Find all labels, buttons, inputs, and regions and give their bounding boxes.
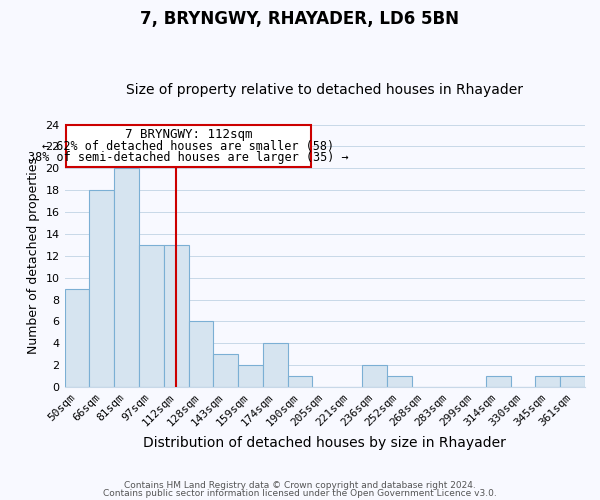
Text: ← 62% of detached houses are smaller (58): ← 62% of detached houses are smaller (58…	[43, 140, 335, 153]
Bar	[89, 190, 114, 387]
Text: 7 BRYNGWY: 112sqm: 7 BRYNGWY: 112sqm	[125, 128, 252, 141]
Bar	[535, 376, 560, 387]
Bar	[213, 354, 238, 387]
Bar	[164, 245, 188, 387]
FancyBboxPatch shape	[66, 124, 311, 167]
Bar	[139, 245, 164, 387]
Bar	[188, 322, 213, 387]
Bar	[65, 288, 89, 387]
Text: 38% of semi-detached houses are larger (35) →: 38% of semi-detached houses are larger (…	[28, 151, 349, 164]
Bar	[486, 376, 511, 387]
Text: 7, BRYNGWY, RHAYADER, LD6 5BN: 7, BRYNGWY, RHAYADER, LD6 5BN	[140, 10, 460, 28]
Title: Size of property relative to detached houses in Rhayader: Size of property relative to detached ho…	[126, 83, 523, 97]
X-axis label: Distribution of detached houses by size in Rhayader: Distribution of detached houses by size …	[143, 436, 506, 450]
Bar	[238, 365, 263, 387]
Bar	[362, 365, 387, 387]
Bar	[114, 168, 139, 387]
Text: Contains HM Land Registry data © Crown copyright and database right 2024.: Contains HM Land Registry data © Crown c…	[124, 481, 476, 490]
Text: Contains public sector information licensed under the Open Government Licence v3: Contains public sector information licen…	[103, 488, 497, 498]
Bar	[387, 376, 412, 387]
Y-axis label: Number of detached properties: Number of detached properties	[27, 158, 40, 354]
Bar	[287, 376, 313, 387]
Bar	[560, 376, 585, 387]
Bar	[263, 344, 287, 387]
